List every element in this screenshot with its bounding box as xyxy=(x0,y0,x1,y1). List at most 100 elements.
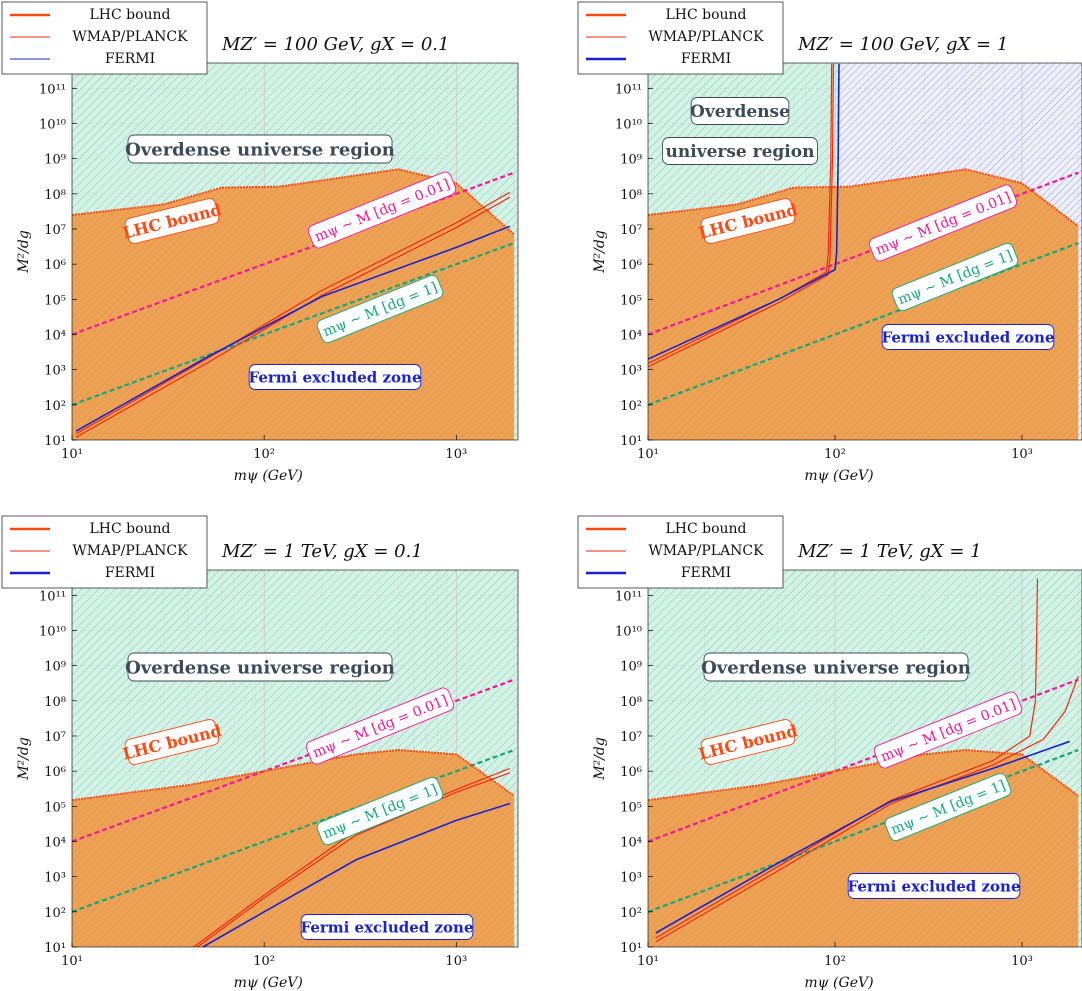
dm-label-1-box xyxy=(316,776,444,846)
dm-label-1-box xyxy=(316,274,444,344)
y-tick-label: 10⁹ xyxy=(44,660,66,675)
y-tick-label: 10⁵ xyxy=(620,293,642,308)
fermi-excluded-label-text: Fermi excluded zone xyxy=(881,328,1054,346)
series-wmap-planck-1 xyxy=(75,191,511,435)
overdense-label-1-text: Overdense xyxy=(690,102,790,122)
dm-label-0.01-box xyxy=(868,184,1018,262)
y-tick-label: 10⁶ xyxy=(620,258,642,273)
y-tick-label: 10⁵ xyxy=(44,800,66,815)
legend-entry: LHC bound xyxy=(665,7,746,23)
y-axis-label: M²/dg xyxy=(592,230,608,274)
y-axis-label: M²/dg xyxy=(16,230,32,274)
dm-line-dg-1 xyxy=(72,748,515,913)
fermi-excluded-label-box xyxy=(847,873,1021,899)
y-tick-label: 10³ xyxy=(44,871,66,886)
dm-label-1-box xyxy=(884,772,1012,842)
series-wmap-planck-2 xyxy=(197,772,511,947)
y-tick-label: 10¹⁰ xyxy=(39,117,66,132)
legend-entry: FERMI xyxy=(105,565,155,581)
overdense-label-1: Overdense xyxy=(690,97,790,125)
y-tick-label: 10⁴ xyxy=(620,328,642,343)
x-tick-label: 10² xyxy=(253,954,275,969)
fermi-excluded-label-box xyxy=(248,364,422,390)
y-axis-label: M²/dg xyxy=(16,737,32,781)
overdense-label: Overdense universe region xyxy=(701,652,971,682)
fermi-excluded-label-box xyxy=(881,324,1055,350)
dm-line-dg-1 xyxy=(648,748,1079,913)
y-tick-label: 10¹ xyxy=(44,434,66,449)
legend-entry: FERMI xyxy=(681,51,731,67)
y-tick-label: 10⁹ xyxy=(44,153,66,168)
y-tick-label: 10⁷ xyxy=(44,223,66,238)
series-lhc-bound-0 xyxy=(648,748,1079,802)
series-fermi-3 xyxy=(75,225,511,432)
series-wmap-planck-2 xyxy=(75,196,511,438)
y-tick-label: 10¹¹ xyxy=(39,589,66,604)
y-tick-label: 10² xyxy=(620,906,642,921)
fermi-excluded-label-text: Fermi excluded zone xyxy=(300,918,473,936)
y-tick-label: 10⁵ xyxy=(44,293,66,308)
fermi-excluded-label: Fermi excluded zone xyxy=(881,324,1055,350)
y-tick-label: 10⁹ xyxy=(620,153,642,168)
y-tick-label: 10⁸ xyxy=(44,188,66,203)
plot-frame xyxy=(647,569,1082,948)
y-tick-label: 10⁷ xyxy=(620,730,642,745)
y-tick-label: 10⁴ xyxy=(44,835,66,850)
plot-frame xyxy=(71,569,519,948)
y-tick-label: 10¹¹ xyxy=(615,589,642,604)
x-tick-label: 10³ xyxy=(1011,447,1033,462)
axis-ticks: 10¹ 10² 10³ 10⁴ 10⁵ 10⁶ 10⁷ 10⁸ 10⁹ 10¹⁰ 10¹¹ 10¹ 10… xyxy=(615,589,1033,969)
legend: LHC bound WMAP/PLANCK FERMI xyxy=(1,1,208,75)
y-tick-label: 10⁴ xyxy=(44,328,66,343)
series-fermi-3 xyxy=(202,802,511,947)
fermi-excluded-label: Fermi excluded zone xyxy=(300,914,474,940)
y-tick-label: 10⁸ xyxy=(620,188,642,203)
dm-line-dg-0.01 xyxy=(648,171,1079,336)
fermi-excluded-label-box xyxy=(300,914,474,940)
dm-label-1-box xyxy=(891,242,1019,312)
lhc-excluded-region xyxy=(72,169,515,440)
legend-entry: FERMI xyxy=(681,565,731,581)
x-tick-label: 10² xyxy=(253,447,275,462)
y-tick-label: 10⁶ xyxy=(44,765,66,780)
legend: LHC bound WMAP/PLANCK FERMI xyxy=(577,1,784,75)
dm-line-dg-0.01 xyxy=(648,678,1079,843)
y-tick-label: 10⁷ xyxy=(44,730,66,745)
x-tick-label: 10¹ xyxy=(637,954,659,969)
y-tick-label: 10¹⁰ xyxy=(615,624,642,639)
series-lhc-bound-0 xyxy=(72,168,515,236)
plot-frame xyxy=(647,62,1082,441)
series-fermi-3 xyxy=(655,740,1070,934)
y-tick-label: 10¹ xyxy=(620,434,642,449)
series-lhc-bound-0 xyxy=(648,168,1079,228)
y-tick-label: 10² xyxy=(44,906,66,921)
overdense-label: Overdense universe region xyxy=(125,134,395,164)
overdense-label-1-box xyxy=(690,97,790,125)
y-tick-label: 10¹⁰ xyxy=(615,117,642,132)
x-axis-label: mψ (GeV) xyxy=(234,975,303,991)
x-axis-label: mψ (GeV) xyxy=(804,468,873,484)
series-wmap-planck-2 xyxy=(648,63,834,368)
legend-entry: LHC bound xyxy=(89,521,170,537)
y-tick-label: 10¹¹ xyxy=(39,82,66,97)
y-tick-label: 10⁶ xyxy=(44,258,66,273)
x-tick-label: 10³ xyxy=(445,954,467,969)
lhc-bound-label-box xyxy=(700,719,796,765)
panel-1: 10¹ 10² 10³ 10⁴ 10⁵ 10⁶ 10⁷ 10⁸ 10⁹ 10¹⁰ 10¹¹ 10¹ 10… xyxy=(1,1,519,484)
plot-frame xyxy=(71,62,519,441)
legend-entry: WMAP/PLANCK xyxy=(648,29,764,45)
x-tick-label: 10³ xyxy=(445,447,467,462)
series-wmap-planck-1 xyxy=(655,578,1039,939)
x-tick-label: 10² xyxy=(824,447,846,462)
y-tick-label: 10⁹ xyxy=(620,660,642,675)
y-axis-label: M²/dg xyxy=(592,737,608,781)
series-lhc-bound-0 xyxy=(72,748,515,802)
fermi-excluded-label: Fermi excluded zone xyxy=(847,873,1021,899)
legend-entry: LHC bound xyxy=(89,7,170,23)
y-tick-label: 10⁶ xyxy=(620,765,642,780)
dm-line-dg-1 xyxy=(648,241,1079,406)
overdense-label-text: Overdense universe region xyxy=(125,139,395,160)
y-tick-label: 10⁸ xyxy=(44,695,66,710)
y-tick-label: 10³ xyxy=(620,871,642,886)
